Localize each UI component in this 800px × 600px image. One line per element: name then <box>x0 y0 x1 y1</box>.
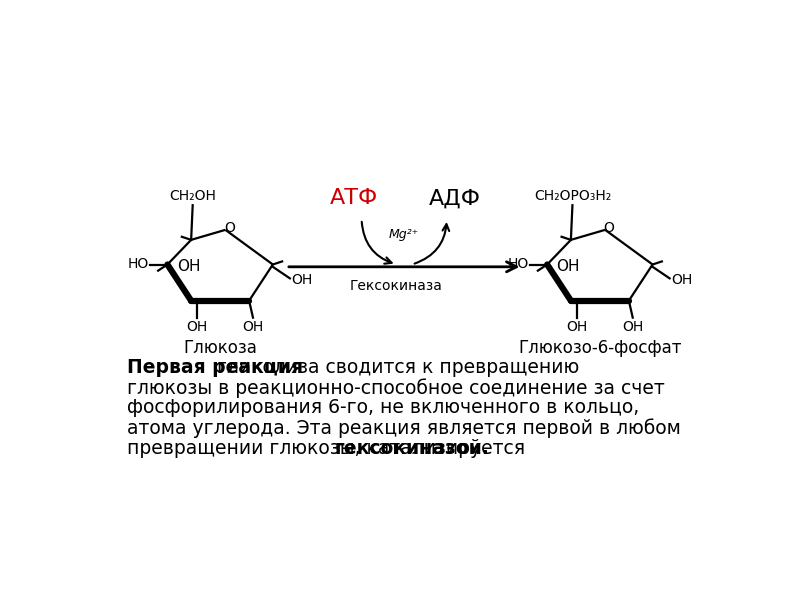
Text: Mg²⁺: Mg²⁺ <box>389 228 419 241</box>
Text: АТФ: АТФ <box>330 188 378 208</box>
Text: атома углерода. Эта реакция является первой в любом: атома углерода. Эта реакция является пер… <box>127 419 681 438</box>
Text: O: O <box>603 221 614 235</box>
Text: Глюкоза: Глюкоза <box>183 339 257 357</box>
Text: OH: OH <box>622 320 643 334</box>
Text: глюкозы в реакционно-способное соединение за счет: глюкозы в реакционно-способное соединени… <box>127 379 665 398</box>
Text: АДФ: АДФ <box>429 188 481 208</box>
Text: OH: OH <box>671 273 693 287</box>
Text: CH₂OPO₃H₂: CH₂OPO₃H₂ <box>534 189 611 203</box>
Text: гликолиза сводится к превращению: гликолиза сводится к превращению <box>211 358 579 377</box>
Text: Первая реакция: Первая реакция <box>127 358 303 377</box>
Text: OH: OH <box>566 320 588 334</box>
Text: Глюкозо-6-фосфат: Глюкозо-6-фосфат <box>518 339 682 357</box>
Text: OH: OH <box>186 320 208 334</box>
Text: OH: OH <box>242 320 264 334</box>
Text: HO: HO <box>507 257 529 271</box>
Text: гексокиназой.: гексокиназой. <box>335 439 490 458</box>
Text: O: O <box>224 221 234 235</box>
Text: Гексокиназа: Гексокиназа <box>350 279 443 293</box>
Text: OH: OH <box>291 273 313 287</box>
Text: CH₂OH: CH₂OH <box>170 189 216 203</box>
Text: фосфорилирования 6-го, не включенного в кольцо,: фосфорилирования 6-го, не включенного в … <box>127 398 639 418</box>
Text: превращении глюкозы, катализируется: превращении глюкозы, катализируется <box>127 439 531 458</box>
Text: OH: OH <box>177 259 200 274</box>
Text: HO: HO <box>127 257 149 271</box>
Text: OH: OH <box>557 259 580 274</box>
